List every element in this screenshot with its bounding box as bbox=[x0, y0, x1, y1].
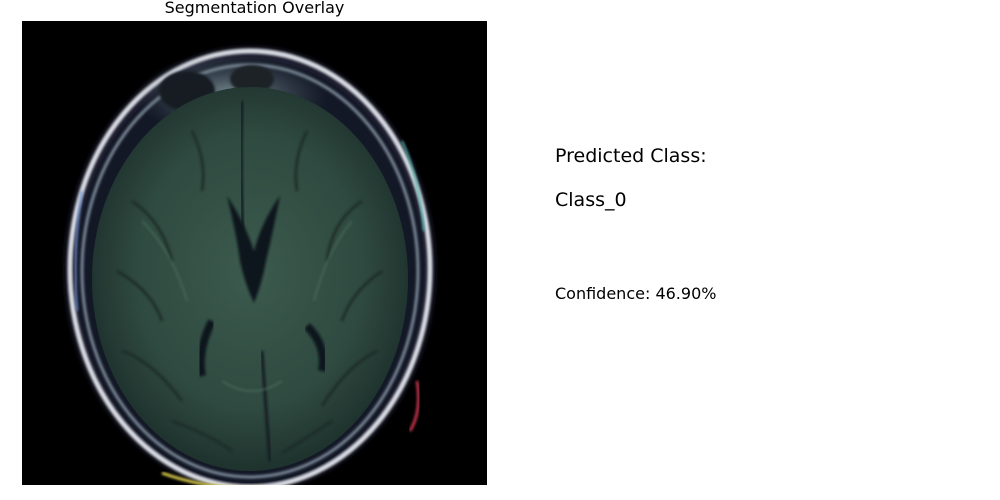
predicted-class-value: Class_0 bbox=[555, 189, 627, 211]
confidence-text: Confidence: 46.90% bbox=[555, 284, 717, 303]
brain-scan-graphic bbox=[65, 47, 435, 485]
predicted-class-heading: Predicted Class: bbox=[555, 145, 707, 167]
panel-title: Segmentation Overlay bbox=[164, 0, 345, 17]
segmentation-overlay-image bbox=[22, 21, 487, 485]
